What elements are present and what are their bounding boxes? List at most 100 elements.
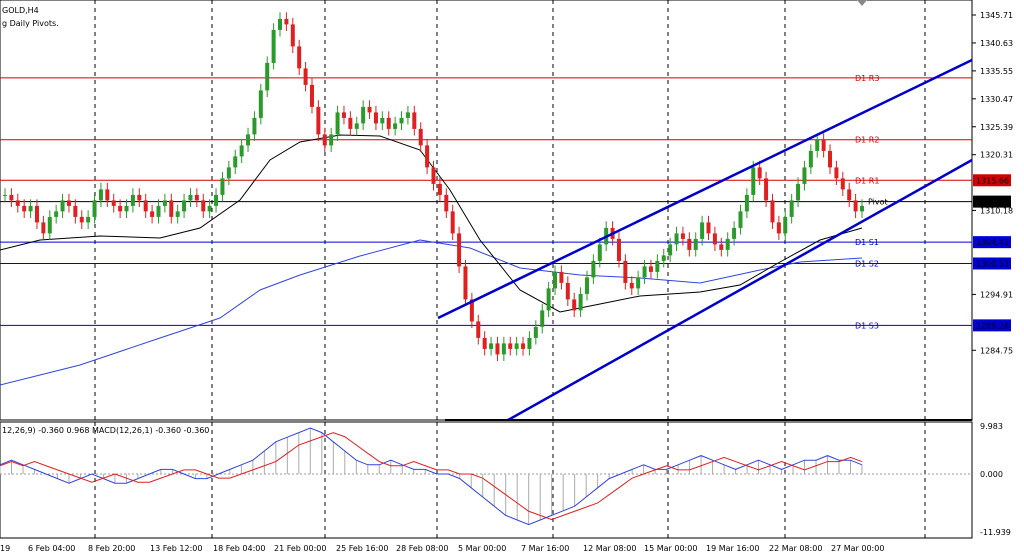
chart-symbol-title: GOLD,H4 bbox=[2, 6, 39, 15]
candle-body-39 bbox=[252, 117, 257, 135]
candle-body-8 bbox=[54, 211, 59, 217]
candle-body-128 bbox=[821, 139, 826, 151]
candle-body-125 bbox=[802, 167, 807, 184]
level-label-0: D1 R3 bbox=[855, 74, 879, 83]
time-tick-8: 5 Mar 00:00 bbox=[458, 544, 506, 553]
candle-body-82 bbox=[527, 337, 532, 349]
candle-body-17 bbox=[111, 200, 116, 206]
time-tick-7: 28 Feb 08:00 bbox=[396, 544, 448, 553]
candle-body-18 bbox=[118, 205, 123, 212]
candle-body-113 bbox=[725, 238, 730, 250]
time-tick-5: 21 Feb 00:00 bbox=[274, 544, 326, 553]
candle-body-5 bbox=[34, 205, 39, 223]
ma-short-line bbox=[0, 134, 863, 313]
macd-label: 12,26,9) -0.360 0.968 MACD(12,26,1) -0.3… bbox=[2, 426, 210, 435]
candle-body-12 bbox=[79, 216, 84, 223]
price-tick-8: 1310.18 bbox=[980, 206, 1013, 215]
candle-body-37 bbox=[239, 145, 244, 157]
candle-body-38 bbox=[246, 134, 251, 146]
candle-body-105 bbox=[674, 233, 679, 245]
time-axis[interactable]: 19 6 Feb 04:00 8 Feb 20:00 13 Feb 12:00 18 F… bbox=[0, 544, 884, 553]
time-tick-13: 22 Mar 08:00 bbox=[769, 544, 822, 553]
price-tick-2: 1335.55 bbox=[980, 67, 1013, 76]
macd-tick-0: 9.983 bbox=[980, 422, 1003, 431]
candle-body-73 bbox=[469, 299, 474, 322]
candle-body-132 bbox=[847, 189, 852, 201]
price-tag-12 bbox=[973, 319, 1011, 332]
candle-body-59 bbox=[380, 117, 385, 124]
candle-body-88 bbox=[565, 282, 570, 300]
candle-body-87 bbox=[559, 271, 564, 283]
candle-body-51 bbox=[329, 134, 334, 146]
time-tick-6: 25 Feb 16:00 bbox=[336, 544, 388, 553]
candle-body-75 bbox=[482, 337, 487, 349]
price-tick-3: 1330.47 bbox=[980, 95, 1013, 104]
candle-body-25 bbox=[162, 200, 167, 206]
time-tick-1: 6 Feb 04:00 bbox=[28, 544, 75, 553]
candle-body-110 bbox=[706, 222, 711, 234]
price-axis[interactable]: 1345.71 1340.63 1335.55 1330.47 1325.39 1320.… bbox=[972, 11, 1013, 537]
candle-body-21 bbox=[137, 194, 142, 201]
candle-body-34 bbox=[220, 178, 225, 195]
trend-channel[interactable] bbox=[437, 58, 973, 422]
time-tick-0: 19 bbox=[0, 544, 10, 553]
candle-body-54 bbox=[348, 117, 353, 129]
candle-body-19 bbox=[124, 205, 129, 212]
level-label-3: Pivot bbox=[868, 198, 888, 207]
candle-body-116 bbox=[744, 194, 749, 212]
candle-body-6 bbox=[41, 222, 46, 234]
candle-body-55 bbox=[354, 123, 359, 129]
candle-body-30 bbox=[194, 194, 199, 201]
candle-body-121 bbox=[776, 222, 781, 234]
candle-body-134 bbox=[860, 205, 864, 212]
ma-long-line bbox=[0, 239, 863, 386]
candle-body-83 bbox=[533, 326, 538, 338]
candle-body-115 bbox=[738, 211, 743, 228]
candle-body-117 bbox=[751, 167, 756, 195]
candle-body-23 bbox=[150, 211, 155, 217]
time-tick-3: 13 Feb 12:00 bbox=[150, 544, 202, 553]
candle-body-33 bbox=[214, 194, 219, 206]
candle-body-43 bbox=[278, 18, 283, 30]
candle-body-84 bbox=[540, 310, 545, 327]
candle-body-64 bbox=[412, 112, 417, 129]
time-tick-4: 18 Feb 04:00 bbox=[213, 544, 265, 553]
scroll-marker-icon[interactable] bbox=[857, 0, 867, 6]
candle-body-69 bbox=[444, 194, 449, 212]
candle-body-81 bbox=[521, 343, 526, 349]
time-tick-11: 15 Mar 00:00 bbox=[644, 544, 697, 553]
candle-body-129 bbox=[828, 150, 833, 168]
candle-body-20 bbox=[130, 194, 135, 206]
candle-body-85 bbox=[546, 288, 551, 311]
candle-body-103 bbox=[661, 255, 666, 261]
price-tick-1: 1340.63 bbox=[980, 39, 1013, 48]
time-tick-12: 19 Mar 16:00 bbox=[706, 544, 759, 553]
candle-body-60 bbox=[386, 117, 391, 129]
price-tick-4: 1325.39 bbox=[980, 123, 1013, 132]
candle-body-101 bbox=[648, 266, 653, 272]
candle-body-70 bbox=[450, 211, 455, 234]
price-tick-6: 1315.66 bbox=[976, 176, 1009, 185]
candle-body-35 bbox=[226, 167, 231, 179]
candle-body-0 bbox=[3, 194, 7, 196]
candle-body-124 bbox=[796, 183, 801, 201]
candle-body-52 bbox=[335, 112, 340, 135]
candle-body-123 bbox=[789, 200, 794, 217]
candle-body-77 bbox=[495, 343, 500, 355]
candle-body-106 bbox=[680, 233, 685, 239]
level-label-6: D1 S3 bbox=[855, 321, 879, 330]
candle-body-66 bbox=[425, 145, 430, 168]
candle-body-89 bbox=[572, 299, 577, 311]
price-tag-9 bbox=[973, 236, 1011, 249]
candle-body-7 bbox=[47, 216, 52, 234]
candle-body-3 bbox=[22, 205, 27, 212]
candle-body-49 bbox=[316, 106, 321, 135]
candle-body-4 bbox=[28, 205, 33, 212]
time-tick-14: 27 Mar 00:00 bbox=[831, 544, 884, 553]
macd-panel-frame bbox=[0, 421, 973, 539]
candle-body-119 bbox=[764, 178, 769, 201]
candle-body-93 bbox=[597, 244, 602, 261]
level-label-2: D1 R1 bbox=[855, 176, 879, 185]
candle-body-9 bbox=[60, 200, 65, 212]
